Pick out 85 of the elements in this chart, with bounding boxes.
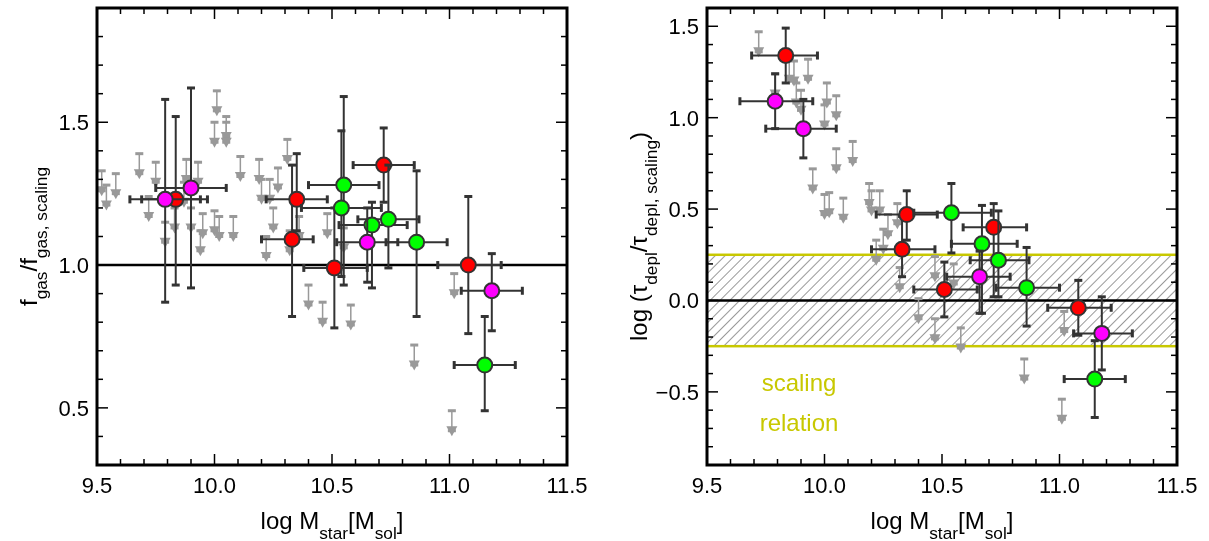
point — [317, 317, 329, 328]
point — [948, 279, 960, 290]
point — [955, 343, 967, 354]
x-tick-label: 9.5 — [691, 473, 723, 498]
point — [156, 190, 174, 208]
point — [898, 206, 916, 224]
point — [929, 272, 941, 283]
point — [807, 184, 819, 195]
annotation: scaling relation — [759, 369, 839, 437]
point — [1018, 279, 1036, 297]
point — [332, 199, 350, 217]
point — [971, 268, 989, 286]
x-tick-label: 10.0 — [193, 473, 236, 498]
point — [766, 92, 784, 110]
point — [272, 183, 284, 194]
point — [837, 213, 849, 224]
point — [913, 314, 924, 325]
point — [379, 210, 397, 228]
x-axis-title: log M$_{star}$[M$_{sol}$] — [260, 507, 404, 541]
point — [1056, 414, 1068, 425]
point — [830, 164, 842, 175]
x-tick-label: 11.5 — [546, 473, 588, 498]
point — [830, 111, 842, 122]
point — [100, 200, 112, 211]
y-tick-label: 0.0 — [668, 288, 699, 314]
point — [227, 232, 239, 242]
point — [1069, 299, 1087, 317]
x-tick-label: 10.5 — [920, 473, 964, 498]
point — [989, 251, 1007, 269]
point — [408, 360, 420, 371]
point — [133, 169, 145, 180]
point — [288, 190, 306, 208]
point — [408, 233, 426, 251]
point — [281, 154, 293, 165]
point — [283, 230, 301, 248]
point — [345, 320, 357, 331]
point — [143, 212, 155, 223]
point — [267, 223, 279, 234]
y-tick-label: 1.5 — [668, 14, 699, 40]
point — [1086, 370, 1104, 388]
y-tick-label: 1.0 — [58, 253, 89, 279]
point — [821, 98, 833, 109]
point — [325, 259, 343, 277]
point — [942, 204, 960, 222]
x-tick-label: 11.5 — [1156, 473, 1198, 498]
point — [847, 157, 859, 168]
point — [819, 120, 830, 131]
point — [1093, 324, 1111, 342]
x-tick-label: 10.5 — [310, 473, 354, 498]
point — [794, 120, 812, 138]
point — [870, 255, 882, 266]
point — [459, 256, 477, 274]
point — [929, 334, 941, 345]
point — [476, 356, 494, 374]
point — [234, 172, 246, 183]
x-tick-label: 10.0 — [803, 473, 846, 498]
point — [483, 282, 501, 300]
point — [1018, 374, 1030, 385]
point — [894, 283, 906, 294]
x-tick-label: 11.0 — [1038, 473, 1081, 498]
point — [446, 426, 458, 437]
point — [1058, 327, 1070, 338]
y-tick-label: 0.5 — [58, 395, 89, 421]
point — [260, 251, 272, 262]
point — [211, 106, 223, 117]
x-tick-label: 9.5 — [81, 473, 113, 498]
point — [935, 281, 953, 299]
x-tick-label: 11.0 — [428, 473, 471, 498]
point — [321, 229, 333, 240]
point — [358, 233, 376, 251]
point — [777, 47, 795, 65]
point — [973, 235, 991, 253]
point — [182, 179, 200, 197]
point — [335, 176, 353, 194]
point — [802, 74, 814, 85]
y-tick-label: 1.0 — [668, 105, 699, 131]
point — [110, 189, 122, 200]
point — [194, 246, 206, 257]
x-axis-title: log M$_{star}$[M$_{sol}$] — [870, 507, 1014, 541]
point — [823, 208, 835, 219]
y-tick-label: 0.5 — [668, 197, 699, 223]
point — [893, 240, 911, 258]
y-tick-label: 1.5 — [58, 110, 89, 136]
y-tick-label: −0.5 — [655, 379, 699, 405]
point — [303, 300, 314, 311]
